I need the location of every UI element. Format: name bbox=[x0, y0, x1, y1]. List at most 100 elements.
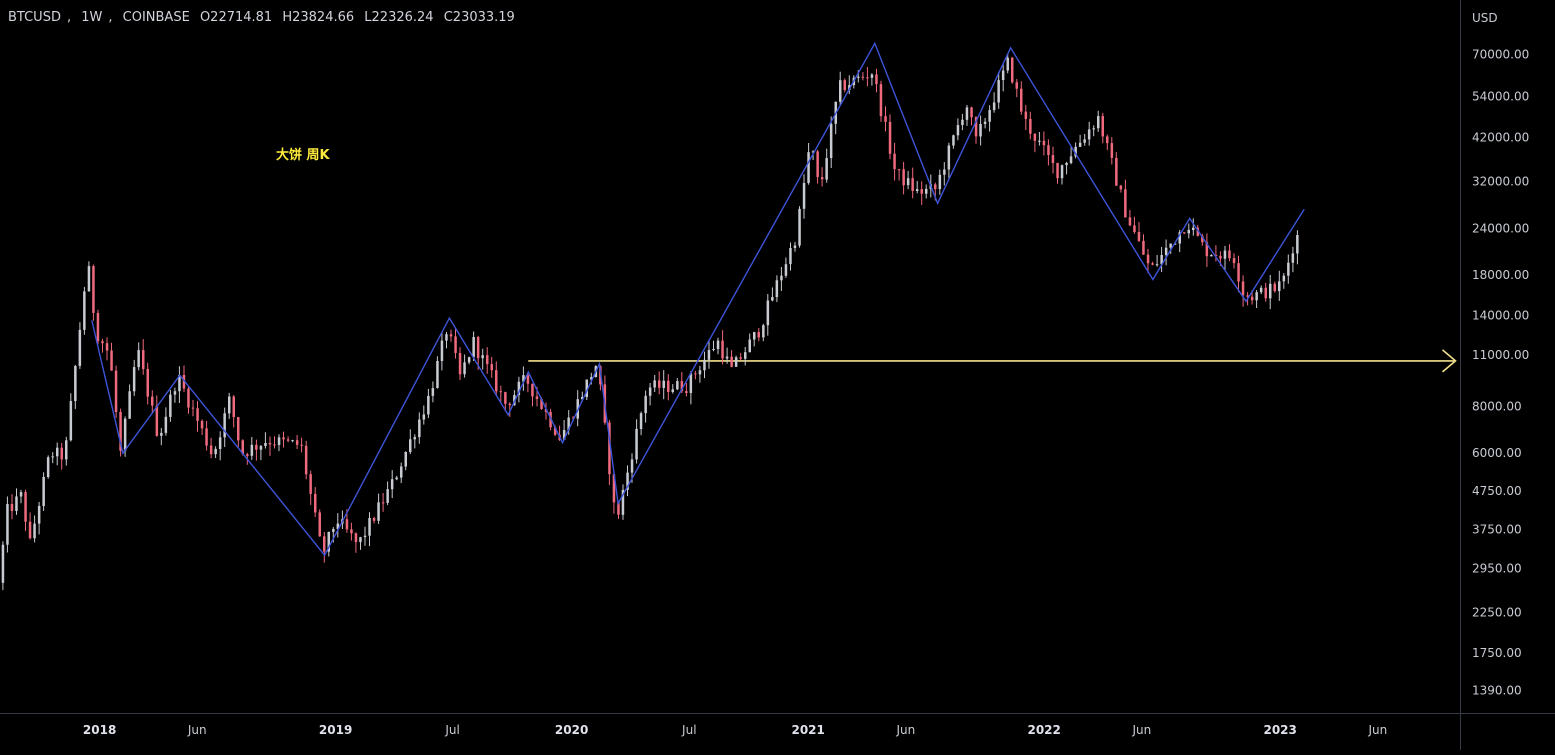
candle-body bbox=[65, 440, 68, 460]
candle-body bbox=[1264, 287, 1267, 299]
candle-body bbox=[1269, 283, 1272, 299]
candle-body bbox=[866, 77, 869, 79]
candle-body bbox=[223, 413, 226, 438]
candle-body bbox=[110, 350, 113, 371]
candle-body bbox=[1056, 162, 1059, 179]
y-tick-label: 42000.00 bbox=[1472, 131, 1529, 145]
candle-body bbox=[1097, 116, 1100, 129]
candle bbox=[295, 435, 299, 449]
x-tick-label: 2022 bbox=[1027, 723, 1060, 737]
candle bbox=[146, 362, 149, 405]
zigzag-trend-line[interactable] bbox=[91, 41, 1305, 557]
candle-body bbox=[639, 413, 643, 429]
candle-body bbox=[811, 151, 815, 153]
candle-body bbox=[707, 350, 711, 360]
y-tick-label: 3750.00 bbox=[1472, 523, 1522, 537]
candle bbox=[1205, 233, 1209, 267]
candle bbox=[725, 347, 729, 364]
candle-body bbox=[680, 381, 684, 392]
candle bbox=[1183, 232, 1186, 235]
candle bbox=[753, 331, 756, 347]
candle-body bbox=[6, 504, 9, 545]
y-tick-label: 2950.00 bbox=[1472, 561, 1522, 575]
candle bbox=[653, 375, 656, 392]
candle-body bbox=[734, 357, 738, 367]
candle-body bbox=[1228, 250, 1231, 259]
candle bbox=[368, 512, 371, 547]
candle-body bbox=[608, 422, 611, 475]
candle-body bbox=[409, 439, 412, 452]
candle bbox=[766, 294, 770, 336]
candle bbox=[1259, 285, 1263, 295]
candle bbox=[1092, 125, 1095, 137]
candle-body bbox=[1006, 57, 1009, 71]
candle-body bbox=[28, 521, 32, 539]
candle bbox=[404, 451, 407, 471]
candle-body bbox=[1106, 136, 1109, 144]
candle-body bbox=[422, 414, 426, 420]
candle-body bbox=[1282, 275, 1286, 282]
candle-body bbox=[232, 396, 235, 418]
candle bbox=[1124, 179, 1127, 218]
candle bbox=[879, 80, 883, 122]
candle-body bbox=[974, 117, 978, 137]
candle bbox=[893, 142, 896, 181]
candle-body bbox=[644, 395, 647, 414]
candle-body bbox=[739, 357, 742, 359]
candle bbox=[1047, 139, 1050, 166]
candle-body bbox=[893, 153, 896, 170]
candle bbox=[1060, 164, 1064, 185]
candle bbox=[807, 143, 810, 185]
candle-body bbox=[725, 356, 729, 359]
candle-body bbox=[1110, 143, 1114, 158]
candle-body bbox=[15, 496, 18, 511]
candle bbox=[685, 382, 688, 397]
candle bbox=[214, 446, 217, 458]
candle-body bbox=[1033, 133, 1037, 141]
x-tick-label: 2021 bbox=[791, 723, 824, 737]
candle bbox=[730, 350, 733, 368]
candle-body bbox=[553, 427, 557, 435]
candle bbox=[10, 494, 14, 520]
candle bbox=[757, 328, 760, 342]
candle-body bbox=[78, 329, 82, 366]
x-tick-label: Jun bbox=[187, 723, 207, 737]
candle bbox=[96, 309, 100, 345]
candle bbox=[1042, 131, 1046, 156]
candle-body bbox=[825, 158, 828, 180]
candle bbox=[1269, 275, 1272, 310]
symbol-name[interactable]: BTCUSD bbox=[8, 10, 61, 25]
candle bbox=[644, 390, 647, 423]
y-tick-label: 8000.00 bbox=[1472, 400, 1522, 414]
candle bbox=[658, 371, 661, 395]
candle bbox=[223, 407, 226, 447]
candle-body bbox=[1124, 189, 1127, 218]
candle bbox=[1065, 161, 1068, 175]
chart-annotation-text[interactable]: 大饼 周K bbox=[276, 148, 330, 163]
candle bbox=[409, 429, 412, 455]
candle bbox=[612, 470, 616, 514]
candle-body bbox=[345, 519, 349, 530]
candle-body bbox=[920, 189, 923, 194]
candle-body bbox=[1060, 165, 1064, 179]
candle bbox=[1137, 222, 1141, 243]
time-axis-divider bbox=[0, 713, 1555, 714]
candle bbox=[65, 436, 68, 466]
candle bbox=[1051, 146, 1055, 174]
candle-body bbox=[861, 76, 865, 78]
candle-body bbox=[685, 391, 688, 393]
candle bbox=[621, 484, 625, 520]
candle bbox=[1128, 209, 1132, 227]
y-tick-label: 11000.00 bbox=[1472, 348, 1529, 362]
candle bbox=[1291, 246, 1295, 273]
candle-body bbox=[938, 174, 942, 190]
candle-body bbox=[531, 383, 534, 397]
x-tick-label: Jun bbox=[1132, 723, 1152, 737]
candle bbox=[300, 437, 303, 453]
candle-body bbox=[567, 417, 570, 430]
interval-label[interactable]: 1W bbox=[81, 10, 103, 25]
candle-body bbox=[467, 357, 471, 363]
candle-body bbox=[585, 379, 588, 397]
